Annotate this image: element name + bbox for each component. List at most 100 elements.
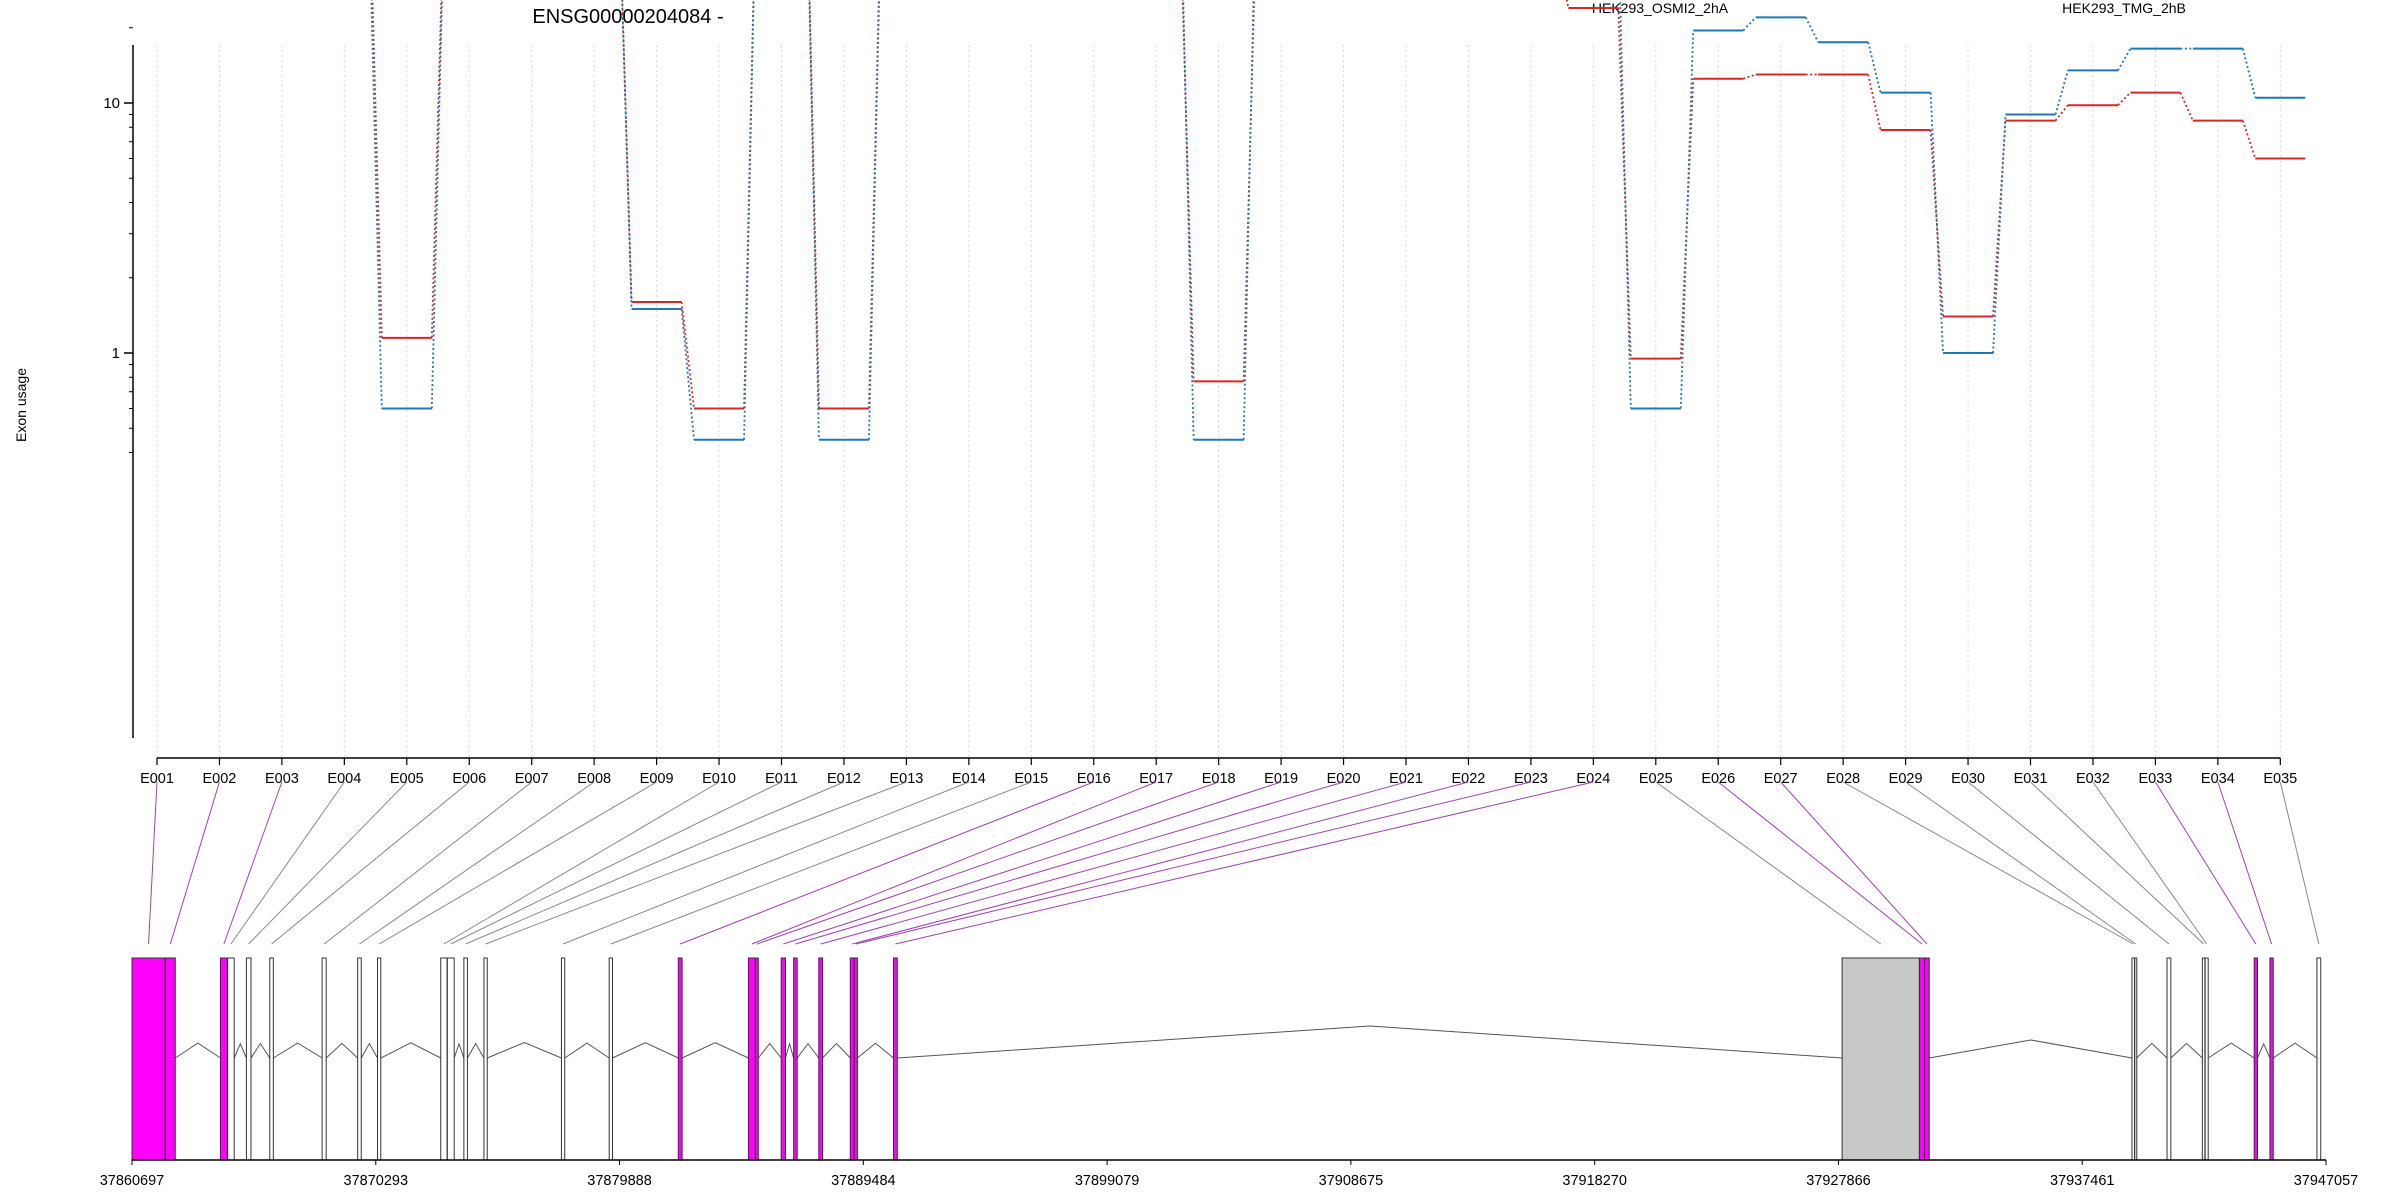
exon-box — [227, 957, 235, 1161]
exon-connector — [2154, 781, 2257, 945]
exon-box — [2166, 957, 2172, 1161]
exon-box — [376, 957, 382, 1161]
intron-line — [233, 1042, 247, 1059]
series-connector — [1867, 74, 1882, 131]
y-axis-label: Exon usage — [13, 368, 29, 442]
exon-box — [164, 957, 176, 1161]
series-connector — [2054, 70, 2069, 115]
exon-connector — [485, 781, 907, 945]
series-connector — [1929, 92, 1944, 354]
series-connector — [1804, 16, 1819, 43]
x-tick-label: E023 — [1514, 771, 1548, 787]
x-tick-label: E028 — [1826, 771, 1860, 787]
exon-connector — [223, 781, 283, 945]
series-connector — [1565, 0, 1570, 9]
intron-line — [2272, 1042, 2318, 1059]
x-tick-label: E030 — [1951, 771, 1985, 787]
exon-connector — [820, 781, 1407, 945]
exon-box — [853, 957, 858, 1161]
intron-line — [796, 1042, 820, 1059]
x-tick-label: E017 — [1139, 771, 1173, 787]
x-tick-label: E015 — [1014, 771, 1048, 787]
exon-box — [2131, 957, 2136, 1161]
coordinate-label: 37927866 — [1806, 1173, 1871, 1189]
series-connector — [1679, 30, 1695, 409]
exon-box — [483, 957, 488, 1161]
coordinate-label: 37947057 — [2294, 1173, 2359, 1189]
x-tick-label: E034 — [2201, 771, 2235, 787]
series-connector — [2241, 120, 2257, 159]
exon-connector — [852, 781, 1469, 945]
exon-box — [793, 957, 798, 1161]
series-connector — [743, 0, 755, 409]
exon-connector — [2217, 781, 2273, 945]
x-tick-label: E016 — [1077, 771, 1111, 787]
x-tick-label: E024 — [1576, 771, 1610, 787]
legend-entry-series-2: HEK293_TMG_2hB — [2062, 0, 2186, 16]
exon-connector — [562, 781, 970, 945]
x-tick-label: E014 — [952, 771, 986, 787]
exon-connector — [1717, 781, 1923, 945]
exon-connector — [680, 781, 1094, 945]
exon-box — [321, 957, 327, 1161]
series-lines — [370, 0, 2306, 441]
x-tick-label: E026 — [1701, 771, 1735, 787]
exon-box — [131, 957, 166, 1161]
intron-line — [2207, 1042, 2255, 1059]
exon-connector — [248, 781, 408, 945]
x-tick-label: E018 — [1202, 771, 1236, 787]
intron-line — [681, 1042, 749, 1059]
exon-connector — [271, 781, 470, 945]
exon-box — [446, 957, 455, 1161]
series-connector — [1742, 16, 1757, 32]
series-connector — [1182, 0, 1195, 440]
exon-box — [560, 957, 566, 1161]
series-connector — [1992, 114, 2007, 354]
series-connector — [2117, 48, 2132, 71]
exon-box — [1841, 957, 1920, 1161]
exon-connector — [323, 781, 533, 945]
exon-connector — [465, 781, 845, 945]
exon-box — [849, 957, 855, 1161]
series-2 — [370, 0, 2306, 441]
exon-connector — [610, 781, 1032, 945]
x-tick-label: E031 — [2014, 771, 2048, 787]
intron-line — [2257, 1042, 2271, 1059]
exon-connector — [2030, 781, 2204, 945]
coordinate-label: 37908675 — [1319, 1173, 1384, 1189]
exon-box — [269, 957, 274, 1161]
exon-connector — [378, 781, 657, 945]
coordinate-label: 37870293 — [344, 1173, 409, 1189]
x-tick-label: E007 — [515, 771, 549, 787]
exon-box — [2253, 957, 2258, 1161]
series-connector — [808, 0, 820, 409]
x-tick-label: E020 — [1327, 771, 1361, 787]
x-tick-label: E006 — [452, 771, 486, 787]
exon-connector — [2092, 781, 2208, 945]
intron-line — [564, 1042, 610, 1059]
x-tick-label: E035 — [2263, 771, 2297, 787]
exon-connector — [855, 781, 1532, 945]
exon-connector — [751, 781, 1157, 945]
exon-connector — [230, 781, 345, 945]
x-tick-label: E009 — [640, 771, 674, 787]
exon-box — [440, 957, 448, 1161]
intron-line — [466, 1042, 485, 1059]
exon-box — [2204, 957, 2209, 1161]
x-tick-label: E027 — [1764, 771, 1798, 787]
x-tick-label: E012 — [827, 771, 861, 787]
intron-line — [897, 1025, 1843, 1059]
exon-box — [677, 957, 683, 1161]
x-tick-label: E013 — [889, 771, 923, 787]
exon-connector — [895, 781, 1594, 945]
coordinate-label: 37899079 — [1075, 1173, 1140, 1189]
intron-line — [1929, 1039, 2133, 1059]
exon-connector — [169, 781, 220, 945]
intron-line — [757, 1042, 782, 1059]
x-tick-label: E005 — [390, 771, 424, 787]
exon-box — [892, 957, 898, 1161]
series-connector — [430, 0, 443, 338]
x-tick-label: E003 — [265, 771, 299, 787]
y-axis: 110100 — [103, 27, 134, 738]
